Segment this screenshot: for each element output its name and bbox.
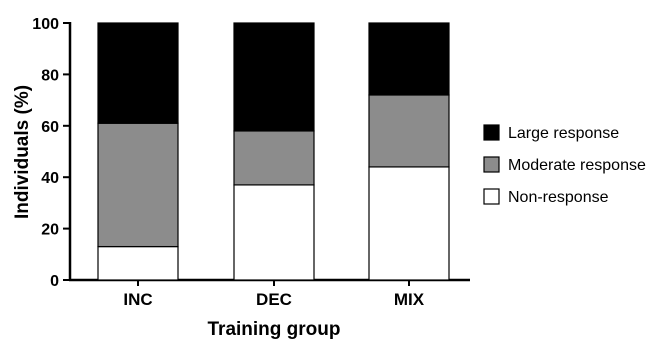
bar-segment-inc-large-response — [97, 22, 179, 124]
x-axis-title: Training group — [208, 319, 341, 340]
y-axis-title: Individuals (%) — [12, 85, 33, 219]
y-tick-label: 80 — [41, 67, 59, 84]
y-tick-label: 0 — [50, 273, 59, 290]
bar-segment-mix-large-response — [368, 22, 450, 96]
bar-segment-dec-large-response — [233, 22, 315, 132]
y-tick-label: 40 — [41, 170, 59, 187]
legend-swatch-non-response — [483, 188, 500, 205]
bar-segment-inc-moderate-response — [97, 122, 179, 248]
legend-label-moderate-response: Moderate response — [508, 157, 646, 174]
x-tick-label: MIX — [394, 290, 425, 309]
legend-swatch-large-response — [483, 124, 500, 141]
y-tick-label: 100 — [32, 16, 59, 33]
bar-segment-mix-non-response — [368, 166, 450, 281]
labels: 0 20 40 60 80 100 INC DEC MIX — [32, 16, 424, 309]
bar-segment-dec-moderate-response — [233, 130, 315, 186]
x-tick-label: INC — [123, 290, 152, 309]
legend-label-non-response: Non-response — [508, 189, 609, 206]
x-tick-label: DEC — [256, 290, 292, 309]
legend: Large response Moderate response Non-respo… — [483, 124, 646, 206]
bar-segment-inc-non-response — [97, 245, 179, 281]
legend-swatch-moderate-response — [483, 156, 500, 173]
y-tick-label: 20 — [41, 222, 59, 239]
bars — [97, 22, 450, 281]
bar-segment-mix-moderate-response — [368, 94, 450, 168]
y-tick-label: 60 — [41, 119, 59, 136]
legend-label-large-response: Large response — [508, 125, 619, 142]
bar-segment-dec-non-response — [233, 184, 315, 281]
